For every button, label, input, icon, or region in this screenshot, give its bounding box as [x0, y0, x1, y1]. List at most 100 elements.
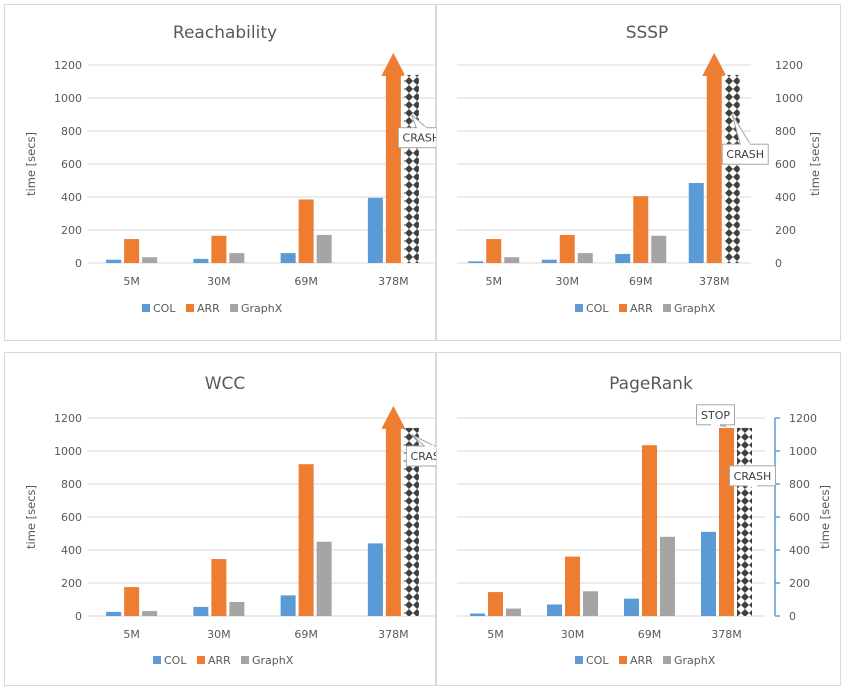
annotation-crash: CRASH: [729, 465, 776, 487]
legend-label: ARR: [630, 654, 653, 667]
bar-arr-69m: [642, 445, 657, 616]
y-tick-label: 1200: [54, 412, 82, 425]
x-tick-label: 5M: [486, 275, 503, 288]
legend-swatch: [153, 656, 161, 664]
bar-graphx-69m: [660, 536, 675, 616]
bar-col-378m: [701, 531, 716, 616]
bar-col-5m: [106, 259, 122, 263]
y-tick-label: 800: [61, 478, 82, 491]
legend-swatch: [663, 304, 671, 312]
legend-item-col: COL: [575, 302, 609, 315]
y-tick-label: 1200: [54, 59, 82, 72]
bar-col-30m: [541, 259, 557, 263]
y-axis-label: time [secs]: [24, 485, 38, 549]
y-tick-label: 400: [789, 544, 810, 557]
legend-item-col: COL: [153, 654, 187, 667]
y-tick-label: 200: [61, 224, 82, 237]
legend-item-col: COL: [575, 654, 609, 667]
annotation-label: CRASH: [411, 450, 437, 463]
y-tick-label: 0: [789, 610, 796, 623]
legend-item-graphx: GraphX: [663, 302, 716, 315]
bar-arr-30m: [565, 556, 580, 616]
x-tick-label: 378M: [699, 275, 730, 288]
bar-graphx-378m: [724, 74, 740, 264]
x-tick-label: 30M: [207, 628, 231, 641]
legend-swatch: [575, 656, 583, 664]
bar-arr-5m: [486, 239, 502, 263]
bar-arr-69m: [298, 199, 314, 263]
annotation-crash: CRASH: [721, 114, 769, 165]
bar-col-69m: [280, 253, 296, 263]
overflow-arrow: [381, 52, 406, 76]
legend-item-col: COL: [142, 302, 176, 315]
chart-panel-reachability: Reachability 0 200 400 600 800 1000 1200 time [s…: [4, 4, 437, 341]
x-tick-label: 378M: [378, 628, 409, 641]
annotation-label: CRASH: [403, 132, 437, 145]
x-tick-label: 5M: [123, 628, 140, 641]
x-tick-label: 5M: [487, 628, 504, 641]
legend-item-arr: ARR: [186, 302, 220, 315]
legend-swatch: [186, 304, 194, 312]
y-tick-label: 800: [775, 125, 796, 138]
chart-pagerank: PageRank 0 200 400 600 800 1000 1200 time [secs]…: [457, 374, 832, 667]
x-tick-label: 69M: [638, 628, 662, 641]
annotation-label: CRASH: [726, 148, 764, 161]
x-tick-label: 378M: [378, 275, 409, 288]
annotation-crash: CRASH: [397, 114, 437, 149]
bar-arr-30m: [211, 559, 227, 616]
annotation-label: CRASH: [734, 470, 772, 483]
y-tick-label: 600: [775, 158, 796, 171]
x-tick-label: 69M: [294, 628, 318, 641]
chart-title: PageRank: [609, 374, 693, 394]
bar-graphx-5m: [142, 257, 158, 263]
y-tick-label: 800: [61, 125, 82, 138]
y-axis-label: time [secs]: [24, 132, 38, 196]
annotation-crash: CRASH: [405, 434, 437, 467]
legend-swatch: [619, 304, 627, 312]
bar-graphx-378m: [403, 427, 419, 616]
bar-arr-378m: [385, 74, 401, 264]
bar-graphx-5m: [142, 611, 158, 616]
bar-col-30m: [193, 606, 209, 616]
overflow-arrow: [702, 52, 727, 76]
legend-swatch: [619, 656, 627, 664]
chart-panel-pagerank: PageRank 0 200 400 600 800 1000 1200 time [secs]…: [436, 352, 841, 686]
bar-arr-30m: [211, 235, 227, 263]
legend-item-graphx: GraphX: [663, 654, 716, 667]
bar-arr-30m: [559, 234, 575, 263]
bar-col-69m: [280, 595, 296, 616]
x-tick-label: 5M: [123, 275, 140, 288]
chart-reachability: Reachability 0 200 400 600 800 1000 1200 time [s…: [24, 23, 437, 315]
y-tick-label: 600: [61, 511, 82, 524]
chart-wcc: WCC 0 200 400 600 800 1000 1200 time [secs] 5M 30M…: [24, 374, 437, 667]
y-tick-label: 0: [75, 257, 82, 270]
y-tick-label: 1200: [789, 412, 817, 425]
legend-label: COL: [586, 302, 609, 315]
y-tick-label: 800: [789, 478, 810, 491]
bar-arr-378m: [719, 427, 734, 616]
chart-sssp: SSSP 0 200 400 600 800 1000 1200 time [secs] 5M 30…: [457, 23, 822, 315]
bar-arr-5m: [124, 587, 140, 616]
y-tick-label: 400: [61, 191, 82, 204]
y-tick-label: 1000: [54, 92, 82, 105]
y-tick-label: 1000: [789, 445, 817, 458]
bar-col-378m: [367, 197, 383, 263]
bar-graphx-30m: [229, 253, 245, 263]
overflow-arrow: [381, 405, 406, 429]
x-tick-label: 30M: [207, 275, 231, 288]
bar-col-69m: [624, 598, 639, 616]
bar-col-378m: [367, 543, 383, 616]
bar-graphx-378m: [403, 74, 419, 264]
bar-col-5m: [468, 261, 484, 263]
y-tick-label: 400: [61, 544, 82, 557]
annotation-label: STOP: [701, 409, 730, 422]
legend-item-graphx: GraphX: [241, 654, 294, 667]
bar-arr-378m: [706, 74, 722, 264]
x-tick-label: 30M: [556, 275, 580, 288]
y-tick-label: 200: [775, 224, 796, 237]
legend-label: COL: [586, 654, 609, 667]
x-tick-label: 30M: [561, 628, 585, 641]
bar-graphx-30m: [583, 591, 598, 616]
annotation-stop: STOP: [696, 404, 735, 427]
chart-title: SSSP: [626, 23, 669, 43]
